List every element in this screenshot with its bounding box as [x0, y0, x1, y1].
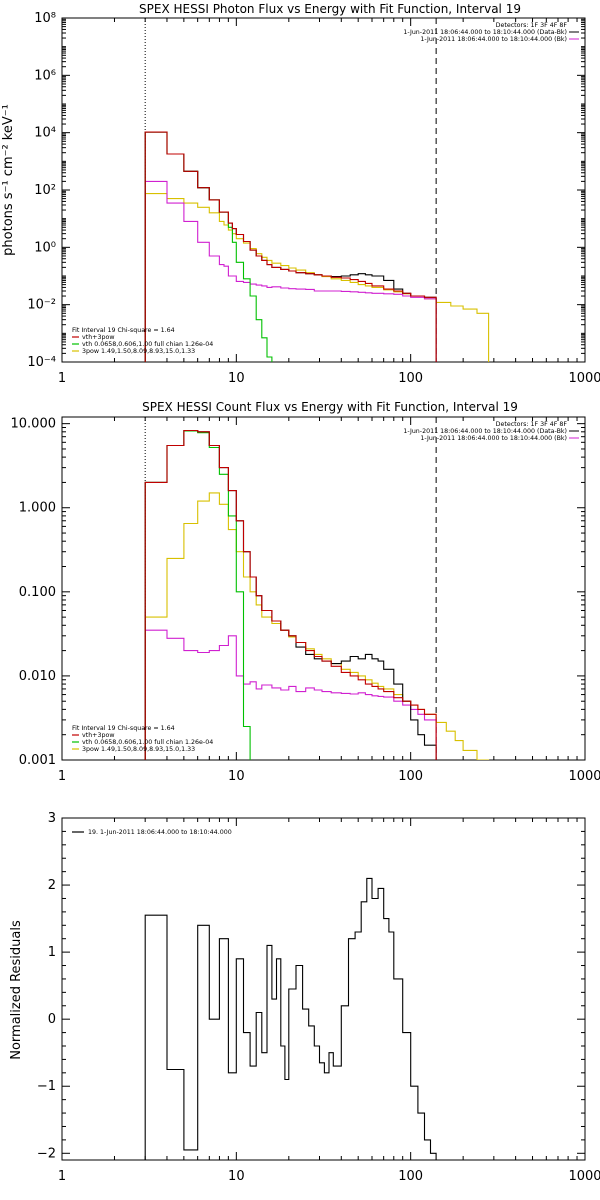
residuals-plot-area: 1 10 100 1000 −2 −1 0 1 2 3 19. 1-Jun-2011 18:06:4… [37, 811, 600, 1184]
residuals-ylabel: Normalized Residuals [9, 920, 24, 1060]
y-tick-label: 10.000 [11, 417, 57, 432]
y-tick-label: 10⁶ [34, 68, 56, 83]
annotation-line: Detectors: 1F 3F 4F 8F [496, 421, 568, 428]
y-tick-label: 3 [48, 811, 56, 826]
annotation-line: 1-Jun-2011 18:06:44.000 to 18:10:44.000 … [420, 435, 567, 442]
y-tick-label: 0.010 [19, 669, 56, 684]
x-tick-label: 10 [228, 1169, 245, 1184]
x-tick-label: 1 [58, 371, 66, 386]
series-total-fit [144, 429, 437, 760]
annotation-line: 1-Jun-2011 18:06:44.000 to 18:10:44.000 … [420, 36, 567, 43]
legend-header: Fit Interval 19 Chi-square = 1.64 [72, 725, 175, 732]
annotation-line: 1-Jun-2011 18:06:44.000 to 18:10:44.000 … [403, 428, 567, 435]
photon-flux-panel: SPEX HESSI Photon Flux vs Energy with Fi… [1, 2, 600, 386]
y-tick-label: −2 [37, 1146, 56, 1161]
x-tick-label: 100 [398, 371, 423, 386]
count-flux-plot-area: 1 10 100 1000 0.001 0.010 0.100 1.000 10.000 Dete… [11, 416, 600, 784]
count-flux-title: SPEX HESSI Count Flux vs Energy with Fit… [142, 400, 518, 414]
y-tick-label: −1 [37, 1079, 56, 1094]
series-power-law [144, 492, 490, 760]
plot-frame [61, 817, 586, 1161]
annotation-line: 1-Jun-2011 18:06:44.000 to 18:10:44.000 … [403, 29, 567, 36]
legend-label: 3pow 1.49,1.50,8.09,8.93,15.0,1.33 [82, 746, 195, 753]
photon-flux-plot-area: 1 10 100 1000 10⁻⁴ 10⁻² 10⁰ 10² 10⁴ 10⁶ 10⁸ Detecto… [27, 11, 600, 386]
x-tick-label: 1000 [568, 769, 600, 784]
series-total-fit [144, 131, 437, 362]
legend-label: 3pow 1.49,1.50,8.09,8.93,15.0,1.33 [82, 348, 195, 355]
photon-flux-ylabel: photons s⁻¹ cm⁻² keV⁻¹ [1, 104, 16, 256]
x-tick-label: 100 [398, 1169, 423, 1184]
x-tick-label: 1 [58, 1169, 66, 1184]
series-power-law [144, 193, 490, 362]
y-tick-label: 10² [34, 183, 56, 198]
y-tick-label: 10⁻² [27, 298, 56, 313]
y-tick-label: 1.000 [19, 501, 56, 516]
y-tick-label: 0.001 [19, 753, 56, 768]
series-background [144, 629, 437, 760]
y-tick-label: 10⁰ [34, 240, 56, 255]
plot-frame [61, 416, 586, 761]
legend-label: vth 0.0658,0.606,1.00 full chian 1.26e-0… [82, 341, 213, 348]
series-residuals [144, 877, 437, 1160]
x-tick-label: 100 [398, 769, 423, 784]
legend-label: vth+3pow [82, 732, 114, 739]
x-tick-label: 10 [228, 769, 245, 784]
plot-frame [61, 17, 586, 363]
x-tick-label: 10 [228, 371, 245, 386]
legend-header: Fit Interval 19 Chi-square = 1.64 [72, 327, 175, 334]
legend-label: vth 0.0658,0.606,1.00 full chian 1.26e-0… [82, 739, 213, 746]
count-flux-panel: SPEX HESSI Count Flux vs Energy with Fit… [11, 400, 600, 784]
x-tick-label: 1000 [568, 1169, 600, 1184]
residuals-panel: Normalized Residuals 1 10 100 1000−2−101231… [9, 811, 600, 1184]
annotation-line: Detectors: 1F 3F 4F 8F [496, 22, 568, 29]
legend-label: vth+3pow [82, 334, 114, 341]
series-background [144, 180, 437, 362]
x-tick-label: 1000 [568, 371, 600, 386]
y-tick-label: 0 [48, 1012, 56, 1027]
legend-label: 19. 1-Jun-2011 18:06:44.000 to 18:10:44.… [88, 829, 232, 836]
photon-flux-title: SPEX HESSI Photon Flux vs Energy with Fi… [139, 2, 521, 16]
y-tick-label: 0.100 [19, 585, 56, 600]
y-tick-label: 10⁻⁴ [27, 355, 56, 370]
y-tick-label: 1 [48, 945, 56, 960]
y-tick-label: 10⁸ [34, 11, 56, 26]
y-tick-label: 2 [48, 878, 56, 893]
y-tick-label: 10⁴ [34, 126, 56, 141]
x-tick-label: 1 [58, 769, 66, 784]
